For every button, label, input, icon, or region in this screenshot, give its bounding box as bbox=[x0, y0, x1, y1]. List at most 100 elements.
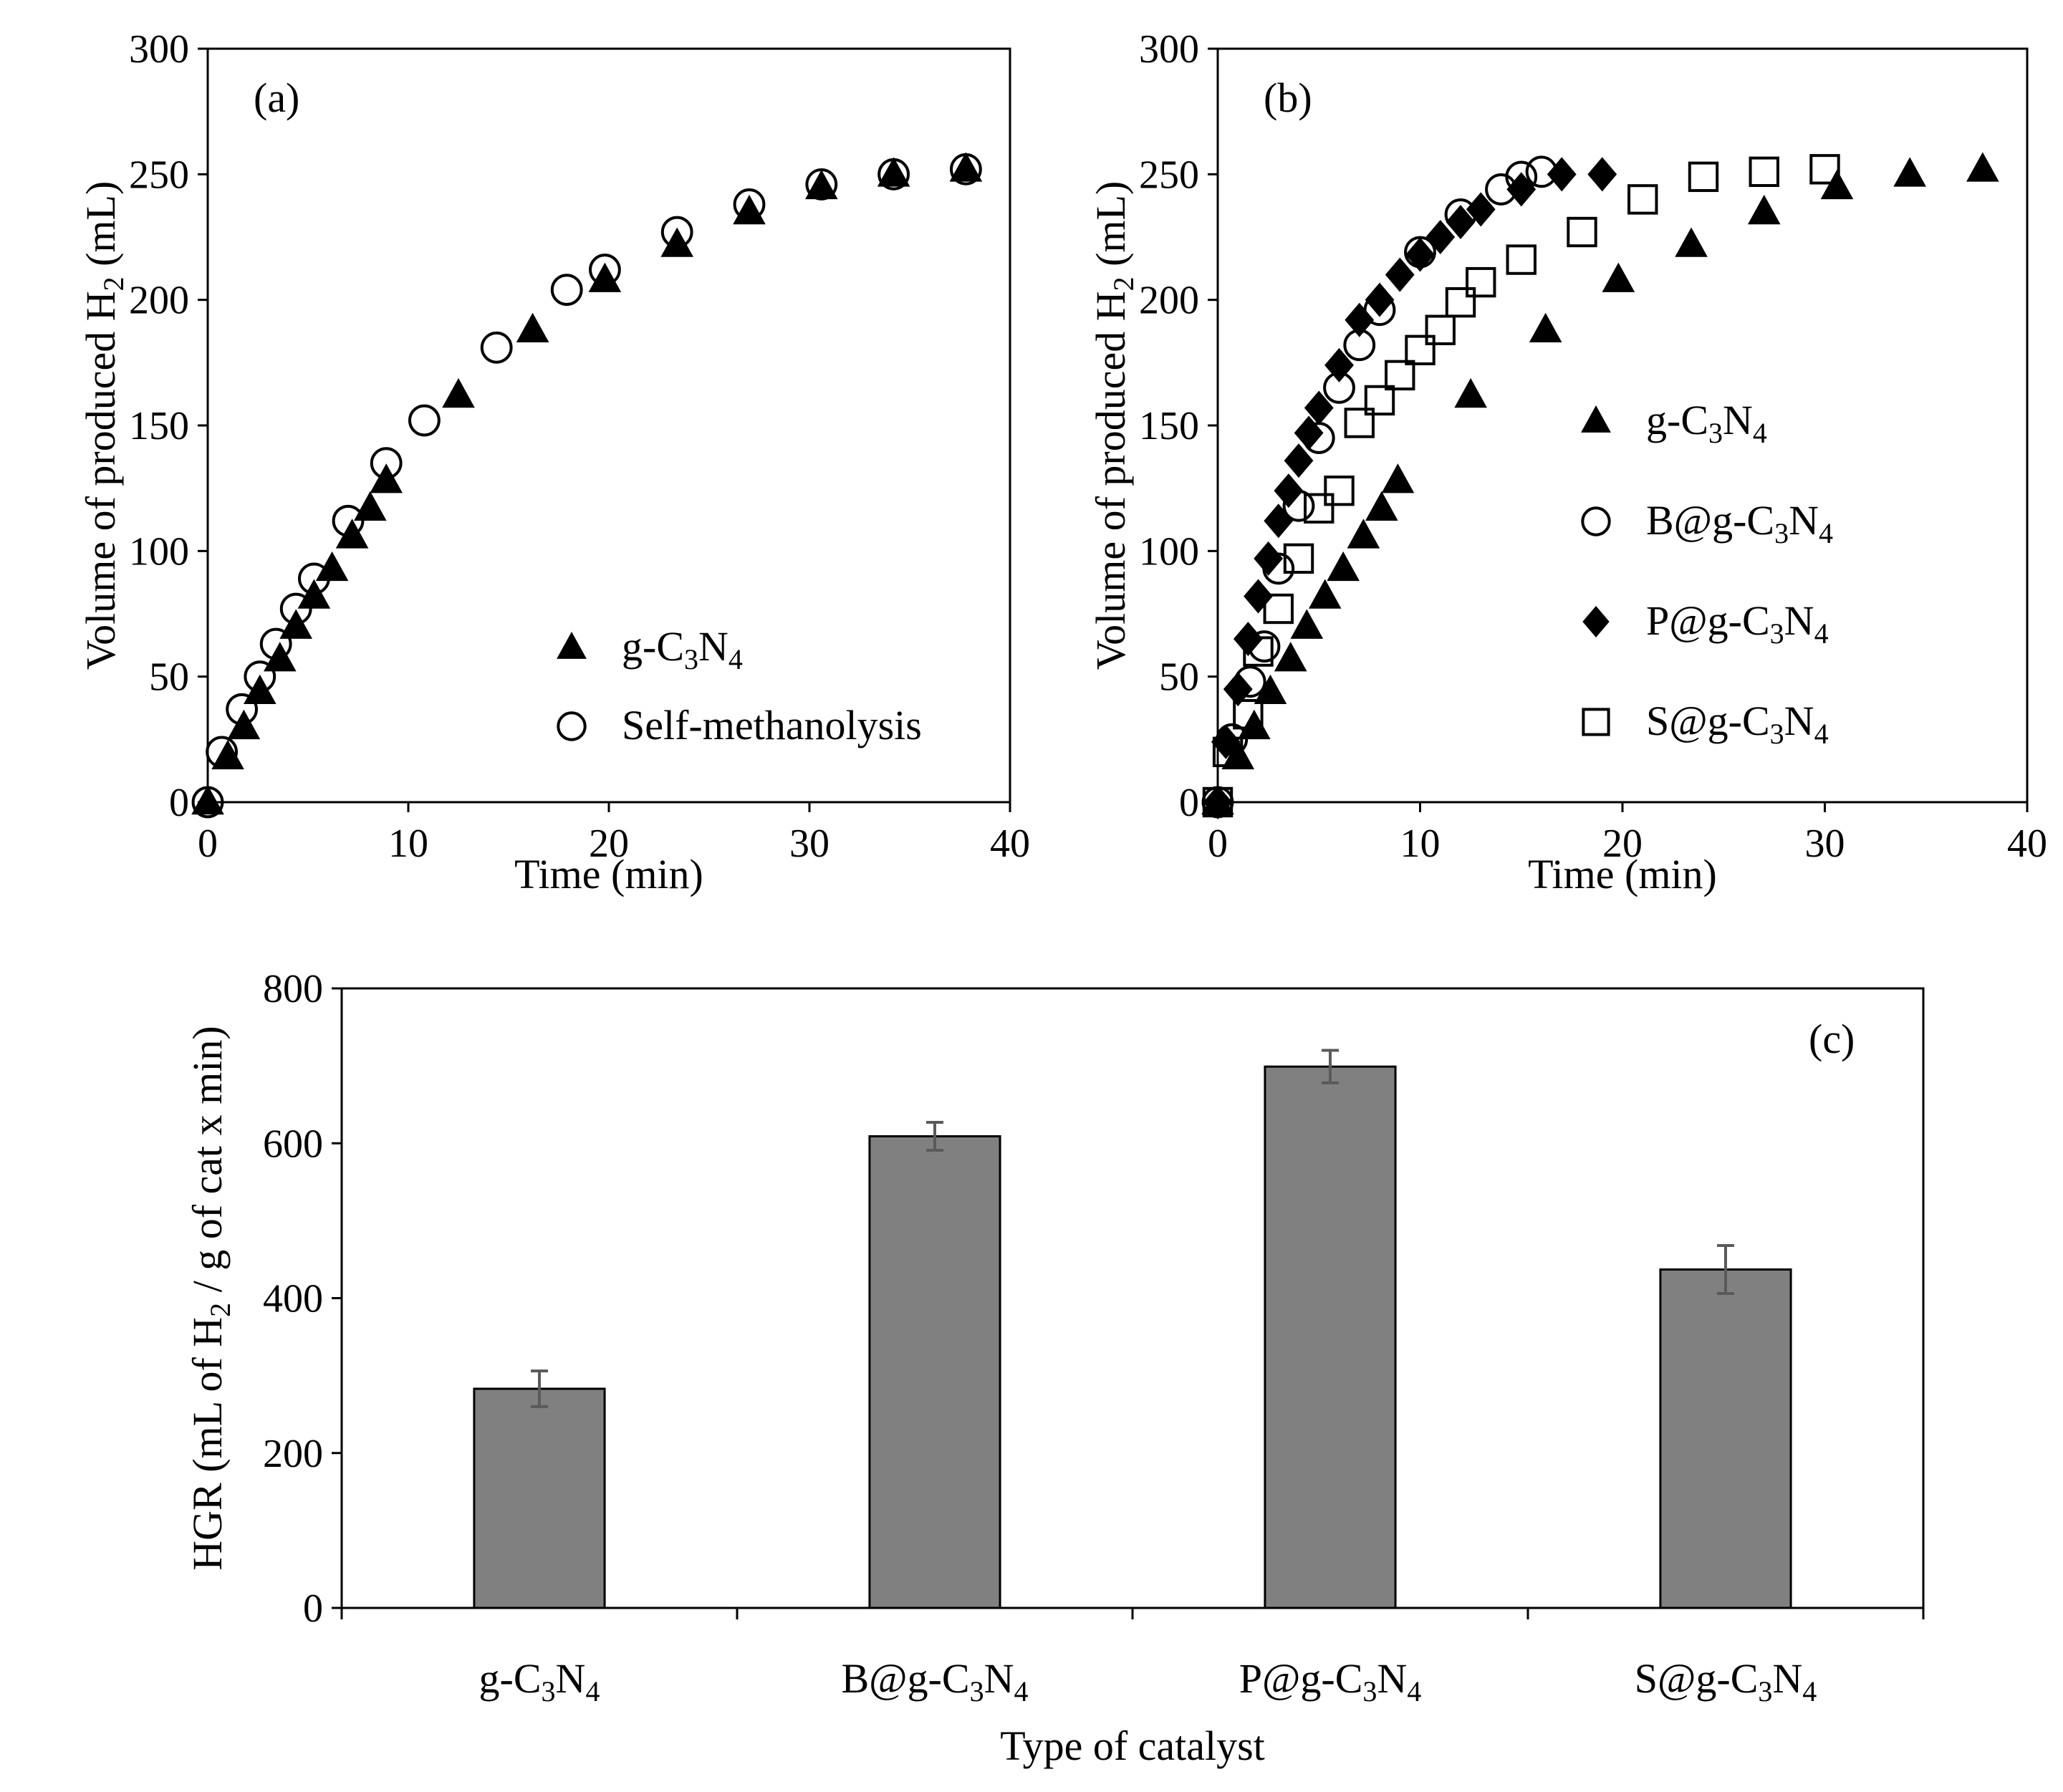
data-point bbox=[315, 551, 349, 582]
data-point bbox=[1345, 302, 1375, 337]
series-g-C3N4 bbox=[1201, 152, 1999, 815]
data-point bbox=[1304, 493, 1335, 524]
y-tick-label: 100 bbox=[129, 529, 189, 574]
data-point bbox=[1365, 282, 1395, 317]
data-point bbox=[589, 254, 621, 286]
data-point bbox=[1308, 579, 1342, 609]
data-point bbox=[1529, 312, 1562, 343]
data-point bbox=[1364, 385, 1395, 416]
data-point bbox=[1347, 519, 1380, 549]
x-tick-label: 0 bbox=[1208, 822, 1228, 866]
data-point bbox=[298, 562, 330, 595]
x-tick-label: S@g-C3N4 bbox=[1635, 1655, 1817, 1707]
data-point bbox=[1212, 736, 1244, 768]
data-point bbox=[1274, 473, 1304, 509]
panel-c-chart: 0 200 400 600 800 g-C3N4 B@g-C3N4 P@g-C3N4 S@g-C… bbox=[184, 967, 1925, 1769]
y-tick-label: 250 bbox=[1139, 153, 1199, 197]
legend-marker bbox=[1581, 405, 1611, 433]
data-point bbox=[191, 785, 224, 815]
y-tick-label: 600 bbox=[263, 1122, 323, 1166]
data-point bbox=[332, 504, 365, 537]
panel-label: (c) bbox=[1809, 1016, 1855, 1062]
data-point bbox=[950, 153, 982, 186]
x-tick-label: P@g-C3N4 bbox=[1239, 1655, 1422, 1707]
legend-marker bbox=[557, 632, 587, 659]
data-point bbox=[279, 592, 312, 625]
data-point bbox=[1202, 786, 1234, 818]
x-tick-label: 40 bbox=[990, 822, 1030, 866]
y-axis-label: Volume of produced H2 (mL) bbox=[1087, 181, 1140, 670]
data-point bbox=[1233, 699, 1264, 730]
data-point bbox=[1274, 642, 1307, 672]
series-Self-methanolysis bbox=[191, 153, 982, 819]
panel-label: (a) bbox=[254, 74, 299, 121]
data-point bbox=[408, 404, 441, 437]
y-tick-label: 0 bbox=[303, 1586, 323, 1631]
data-point bbox=[354, 491, 387, 521]
data-point bbox=[1264, 504, 1294, 539]
y-tick-label: 300 bbox=[129, 27, 189, 72]
data-point bbox=[1506, 172, 1537, 207]
data-point bbox=[1290, 609, 1324, 639]
data-point bbox=[1749, 156, 1779, 188]
y-tick-label: 250 bbox=[129, 153, 189, 197]
data-point bbox=[1747, 194, 1781, 225]
x-tick-label: 20 bbox=[589, 822, 629, 866]
data-point bbox=[1344, 408, 1375, 438]
data-point bbox=[480, 331, 513, 364]
data-point bbox=[1466, 266, 1496, 298]
data-point bbox=[226, 693, 259, 726]
legend-entry: g-C3N4 bbox=[1646, 397, 1767, 449]
data-point bbox=[1238, 709, 1271, 740]
y-axis-label: HGR (mL of H2 / g of cat x min) bbox=[184, 1026, 236, 1570]
data-point bbox=[1966, 152, 1999, 182]
data-point bbox=[877, 157, 910, 187]
data-point bbox=[1385, 257, 1415, 292]
legend-entry: Self-methanolysis bbox=[622, 702, 922, 748]
data-point bbox=[949, 152, 983, 182]
y-tick-label: 150 bbox=[129, 404, 189, 448]
data-point bbox=[1294, 415, 1324, 451]
y-tick-label: 200 bbox=[263, 1432, 323, 1476]
data-point bbox=[1425, 314, 1456, 345]
data-point bbox=[1506, 244, 1537, 275]
data-point bbox=[1324, 475, 1355, 506]
y-tick-label: 50 bbox=[1159, 655, 1199, 700]
x-tick-label: 30 bbox=[1805, 822, 1845, 866]
y-tick-label: 200 bbox=[129, 279, 189, 323]
legend-entry: g-C3N4 bbox=[622, 623, 743, 675]
data-point bbox=[1425, 220, 1456, 254]
data-point bbox=[1283, 543, 1314, 574]
y-tick-label: 50 bbox=[149, 655, 189, 700]
data-point bbox=[244, 660, 276, 693]
x-tick-label: 30 bbox=[789, 822, 829, 866]
data-point bbox=[1254, 674, 1287, 704]
data-point bbox=[1688, 161, 1719, 193]
data-point bbox=[211, 739, 244, 770]
x-tick-label: 10 bbox=[1400, 822, 1441, 866]
series-P@g-C3N4 bbox=[1203, 157, 1617, 819]
y-tick-label: 800 bbox=[263, 967, 323, 1011]
data-point bbox=[1547, 157, 1577, 192]
data-point bbox=[1365, 491, 1398, 521]
x-axis-label: Type of catalyst bbox=[1000, 1723, 1265, 1769]
panel-label: (b) bbox=[1264, 74, 1312, 121]
data-point bbox=[1284, 443, 1314, 478]
data-point bbox=[805, 169, 838, 200]
x-tick-label: B@g-C3N4 bbox=[842, 1655, 1029, 1707]
data-point bbox=[1893, 157, 1926, 187]
data-point bbox=[805, 168, 838, 201]
data-point bbox=[1221, 739, 1255, 770]
y-tick-label: 300 bbox=[1139, 27, 1199, 72]
data-point bbox=[1211, 724, 1241, 759]
data-point bbox=[588, 262, 622, 292]
error-bar bbox=[531, 1369, 548, 1408]
legend-marker bbox=[557, 711, 587, 741]
y-tick-label: 400 bbox=[263, 1277, 323, 1321]
data-point bbox=[733, 188, 766, 221]
y-tick-label: 150 bbox=[1139, 404, 1199, 448]
data-point bbox=[1627, 184, 1658, 215]
data-point bbox=[660, 227, 693, 257]
x-tick-label: 0 bbox=[198, 822, 218, 866]
